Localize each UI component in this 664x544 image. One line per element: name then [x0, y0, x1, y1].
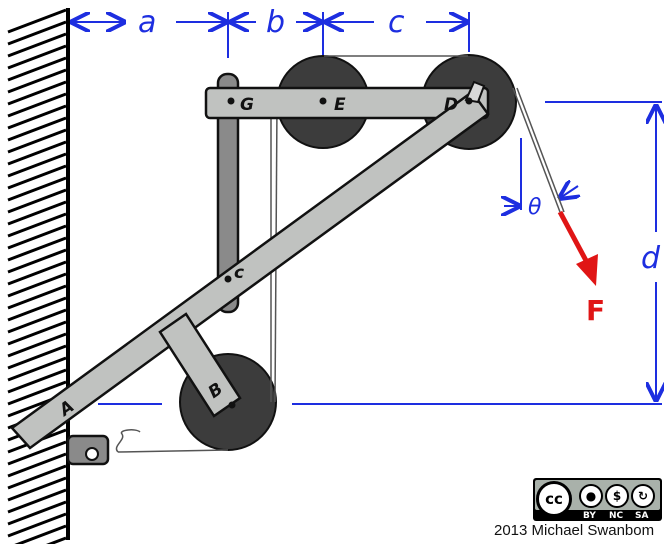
wall: [7, 8, 70, 544]
wall-hatch-line: [7, 488, 67, 514]
diagonal-bar: [10, 90, 490, 450]
by-person-icon: ●: [579, 484, 603, 508]
wall-hatch-line: [7, 236, 67, 262]
horizontal-bar: [204, 86, 490, 120]
author-credit: 2013 Michael Swanbom: [494, 522, 655, 539]
wall-hatch-line: [7, 212, 67, 238]
wall-hatch-line: [7, 20, 67, 46]
wall-hatch-line: [7, 92, 67, 118]
by-label: BY: [583, 511, 596, 521]
dimension-lines: [72, 12, 662, 405]
wall-hatch-line: [7, 176, 67, 202]
vertical-post: [216, 72, 240, 314]
wall-hatch-line: [7, 464, 67, 490]
wall-hatch-line: [7, 440, 67, 466]
wall-hatch-line: [7, 296, 67, 322]
wall-hatch-line: [7, 320, 67, 346]
wall-hatch-line: [7, 56, 67, 82]
wall-hatch-line: [7, 500, 67, 526]
dimension-c-label: c: [388, 5, 405, 40]
force-arrow: [557, 210, 598, 286]
sa-label: SA: [635, 511, 649, 521]
dimension-d-label: d: [641, 241, 661, 276]
dimension-a-label: a: [138, 5, 156, 40]
wall-hatch-line: [7, 32, 67, 58]
wall-hatch-line: [7, 80, 67, 106]
point-d-label: D: [444, 95, 458, 115]
point-g-label: G: [240, 95, 254, 115]
wall-hatch-line: [7, 68, 67, 94]
wall-hatch-line: [7, 248, 67, 274]
wall-hatch-line: [7, 104, 67, 130]
wall-hatch-line: [7, 224, 67, 250]
wall-hatch-line: [7, 116, 67, 142]
angle-theta-label: θ: [528, 195, 542, 220]
dimension-b-label: b: [266, 5, 285, 40]
point-e-label: E: [334, 95, 346, 115]
wall-hatch-line: [7, 380, 67, 406]
nc-dollar-icon: $: [605, 484, 629, 508]
wall-hatch-line: [7, 512, 67, 538]
pulley-d-hook: [464, 80, 486, 104]
wall-hatch-line: [7, 152, 67, 178]
wall-hatch-line: [7, 164, 67, 190]
wall-hatch-line: [7, 476, 67, 502]
wall-hatch-line: [7, 260, 67, 286]
wall-hatch-line: [7, 188, 67, 214]
wall-hatch-line: [7, 44, 67, 70]
cc-license-badge[interactable]: cc ● $ ↻ BY NC SA: [533, 478, 662, 521]
wall-hatch-line: [7, 140, 67, 166]
wall-hatch-line: [7, 8, 67, 34]
wall-hatch-line: [7, 452, 67, 478]
wall-hatch-line: [7, 344, 67, 370]
point-c-label: c: [234, 263, 244, 283]
wall-hatch-line: [7, 284, 67, 310]
wall-hatch-line: [45, 536, 67, 544]
sa-share-icon: ↻: [631, 484, 655, 508]
cc-icon: cc: [536, 481, 572, 517]
wall-hatch-line: [7, 308, 67, 334]
bracket-pin: [85, 447, 99, 461]
nc-label: NC: [609, 511, 624, 521]
wall-hatch-line: [7, 200, 67, 226]
point-markers: [224, 97, 473, 409]
force-f-label: F: [586, 294, 605, 327]
wall-hatch-line: [7, 272, 67, 298]
wall-hatch-line: [7, 368, 67, 394]
wall-hatch-line: [7, 356, 67, 382]
wall-hatch-line: [7, 332, 67, 358]
wall-hatch-line: [7, 128, 67, 154]
wall-hatch-line: [14, 524, 67, 544]
